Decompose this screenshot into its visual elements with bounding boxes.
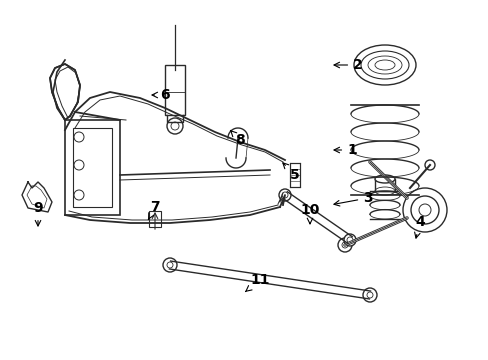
Text: 10: 10 [300, 203, 319, 224]
Circle shape [346, 237, 352, 243]
Bar [149, 211, 161, 227]
Text: 2: 2 [333, 58, 362, 72]
Circle shape [163, 258, 177, 272]
Circle shape [167, 118, 183, 134]
Text: 7: 7 [148, 200, 160, 219]
Circle shape [167, 262, 173, 268]
Circle shape [74, 190, 84, 200]
Text: 6: 6 [152, 88, 169, 102]
Circle shape [282, 192, 287, 198]
Text: 4: 4 [414, 215, 424, 238]
Circle shape [410, 196, 438, 224]
Circle shape [424, 160, 434, 170]
Text: 8: 8 [230, 130, 244, 147]
Circle shape [362, 288, 376, 302]
Ellipse shape [374, 175, 394, 183]
Circle shape [341, 242, 347, 248]
Text: 11: 11 [245, 273, 269, 292]
Polygon shape [22, 182, 52, 212]
Circle shape [366, 292, 372, 298]
Circle shape [74, 132, 84, 142]
Bar [374, 179, 394, 191]
Bar [65, 120, 120, 215]
Circle shape [343, 234, 355, 246]
Bar [164, 65, 184, 115]
Text: 5: 5 [282, 163, 299, 182]
Circle shape [402, 188, 446, 232]
Circle shape [171, 122, 179, 130]
Text: 9: 9 [33, 201, 43, 226]
Bar [289, 163, 299, 187]
Circle shape [279, 189, 290, 201]
Bar [73, 128, 112, 207]
Polygon shape [50, 64, 80, 120]
Circle shape [418, 204, 430, 216]
Text: 1: 1 [333, 143, 356, 157]
Circle shape [74, 160, 84, 170]
Circle shape [337, 238, 351, 252]
Text: 3: 3 [333, 191, 372, 206]
Ellipse shape [374, 60, 394, 70]
